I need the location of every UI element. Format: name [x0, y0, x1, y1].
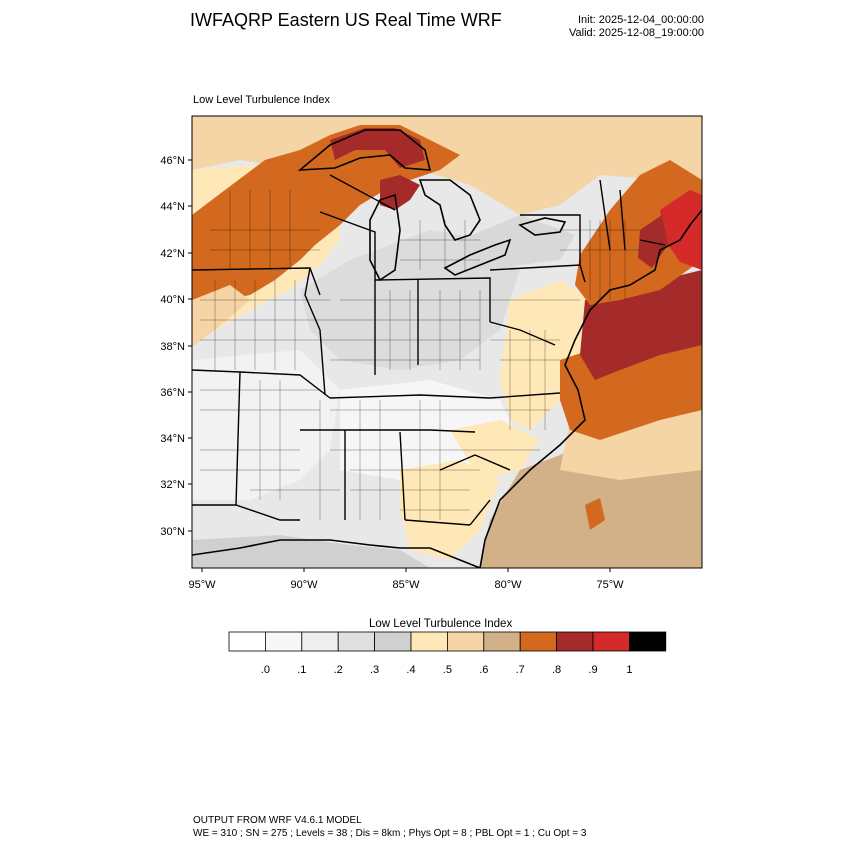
colorbar-box — [446, 631, 485, 652]
lon-label: 85°W — [392, 579, 420, 591]
plot-subtitle: Low Level Turbulence Index — [193, 94, 330, 106]
colorbar-box — [228, 631, 266, 652]
footer-model-info: OUTPUT FROM WRF V4.6.1 MODEL — [193, 815, 362, 826]
lon-label: 75°W — [596, 579, 624, 591]
colorbar-label: .8 — [552, 664, 561, 676]
county-lines — [200, 190, 640, 520]
colorbar-label: .5 — [443, 664, 452, 676]
colorbar-box — [337, 631, 376, 652]
colorbar-box — [629, 631, 667, 652]
valid-time: Valid: 2025-12-08_19:00:00 — [569, 27, 704, 39]
lat-label: 32°N — [160, 479, 185, 491]
colorbar-label: .7 — [516, 664, 525, 676]
lat-label: 38°N — [160, 341, 185, 353]
lat-label: 30°N — [160, 526, 185, 538]
colorbar-box — [556, 631, 594, 652]
colorbar-box — [264, 631, 303, 652]
lon-label: 80°W — [494, 579, 522, 591]
lat-label: 36°N — [160, 387, 185, 399]
colorbar-box — [483, 631, 521, 652]
lon-label: 95°W — [188, 579, 216, 591]
lon-label: 90°W — [290, 579, 318, 591]
colorbar-label: .4 — [406, 664, 415, 676]
colorbar-box — [301, 631, 339, 652]
coastlines — [192, 129, 702, 568]
colorbar: .0 .1 .2 .3 .4 .5 .6 .7 .8 .9 1 — [228, 631, 667, 676]
colorbar-box — [374, 631, 412, 652]
colorbar-label: .2 — [334, 664, 343, 676]
colorbar-label: .0 — [261, 664, 270, 676]
state-boundaries — [192, 174, 666, 526]
colorbar-title: Low Level Turbulence Index — [369, 618, 513, 630]
map-plot-area — [192, 116, 702, 568]
colorbar-label: .6 — [479, 664, 488, 676]
colorbar-label: .3 — [370, 664, 379, 676]
main-title: IWFAQRP Eastern US Real Time WRF — [190, 10, 502, 30]
init-time: Init: 2025-12-04_00:00:00 — [578, 14, 704, 26]
colorbar-box — [592, 631, 630, 652]
lat-label: 34°N — [160, 433, 185, 445]
colorbar-label: .1 — [297, 664, 306, 676]
lat-label: 46°N — [160, 155, 185, 167]
lat-label: 44°N — [160, 201, 185, 213]
footer-grid-info: WE = 310 ; SN = 275 ; Levels = 38 ; Dis … — [193, 828, 587, 839]
colorbar-box — [519, 631, 558, 652]
colorbar-label: 1 — [626, 664, 632, 676]
lat-label: 40°N — [160, 294, 185, 306]
colorbar-box — [410, 631, 448, 652]
colorbar-label: .9 — [588, 664, 597, 676]
plot-frame — [191, 115, 703, 569]
axis-ticks — [188, 159, 611, 572]
lat-label: 42°N — [160, 248, 185, 260]
